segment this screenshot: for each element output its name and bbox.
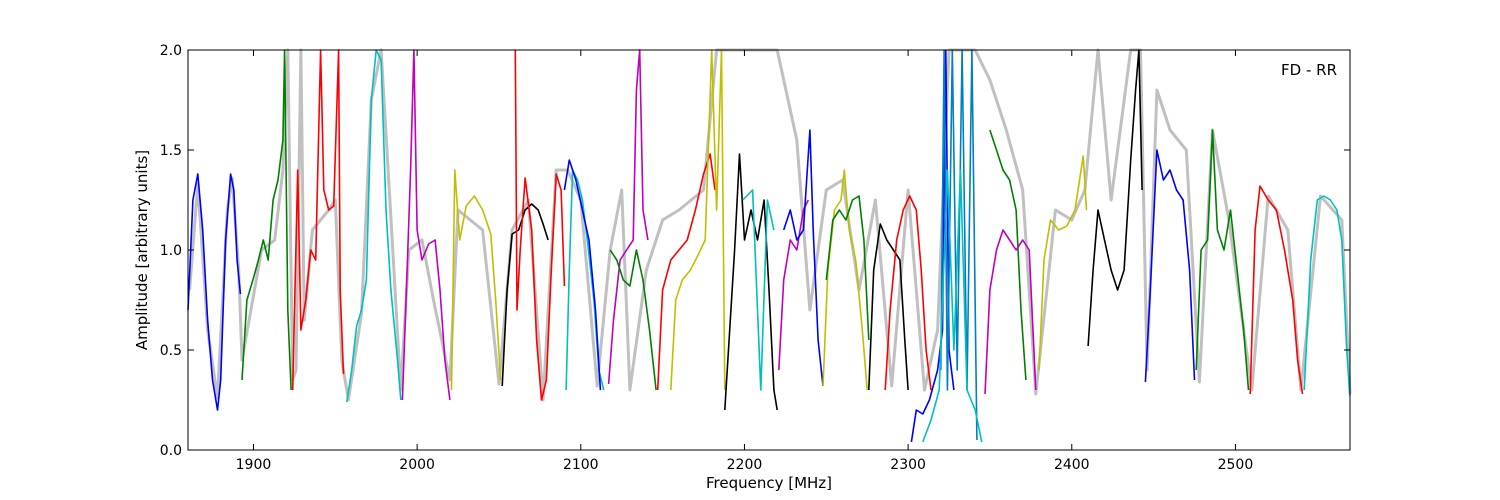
series-line-10 (563, 159, 602, 391)
x-tick-label-1: 2000 (399, 457, 435, 473)
y-tick-label-4: 2.0 (160, 43, 182, 59)
series-line-1 (187, 173, 242, 411)
y-tick-label-2: 1.0 (160, 243, 182, 259)
series-line-28 (1038, 155, 1088, 371)
series-line-23 (910, 49, 955, 443)
y-tick-label-0: 0.0 (160, 443, 182, 459)
series-line-5 (401, 49, 451, 401)
series-line-26 (989, 129, 1027, 381)
y-tick-label-3: 1.5 (160, 143, 182, 159)
series-line-31 (1195, 129, 1250, 391)
series-line-24 (940, 49, 978, 441)
series-line-27 (984, 229, 1037, 395)
x-tick-label-2: 2100 (563, 457, 599, 473)
series-line-16 (742, 189, 775, 391)
chart-annotation: FD - RR (1281, 61, 1337, 79)
series-line-14 (670, 49, 726, 391)
x-tick-label-6: 2500 (1218, 457, 1254, 473)
x-axis-ticks: 1900 2000 2100 2200 2300 2400 2500 (236, 50, 1254, 473)
series-line-21 (868, 223, 909, 391)
series-line-32 (1249, 185, 1304, 395)
x-tick-label-5: 2400 (1054, 457, 1090, 473)
x-tick-label-3: 2200 (727, 457, 763, 473)
series-line-18 (782, 129, 824, 387)
series-line-2 (241, 49, 292, 391)
series-lines (187, 49, 1351, 443)
series-line-12 (609, 249, 657, 391)
series-line-7 (501, 203, 549, 387)
plot-area (187, 48, 1352, 443)
series-line-33 (1303, 195, 1351, 397)
y-axis-ticks: 0.0 0.5 1.0 1.5 2.0 (160, 43, 1350, 459)
series-line-30 (1144, 149, 1196, 383)
series-line-22 (884, 195, 932, 391)
x-tick-label-0: 1900 (236, 457, 272, 473)
x-axis-title: Frequency [MHz] (706, 474, 832, 492)
x-tick-label-4: 2300 (890, 457, 926, 473)
series-line-4 (346, 49, 402, 403)
series-line-15 (724, 153, 778, 411)
series-line-25 (922, 169, 983, 443)
y-axis-title: Amplitude [arbitrary units] (133, 150, 151, 350)
series-line-6 (450, 169, 502, 391)
series-line-8 (514, 49, 566, 401)
y-tick-label-1: 0.5 (160, 343, 182, 359)
series-line-20 (825, 195, 870, 341)
series-line-11 (607, 49, 649, 385)
series-line-29 (1087, 49, 1143, 347)
